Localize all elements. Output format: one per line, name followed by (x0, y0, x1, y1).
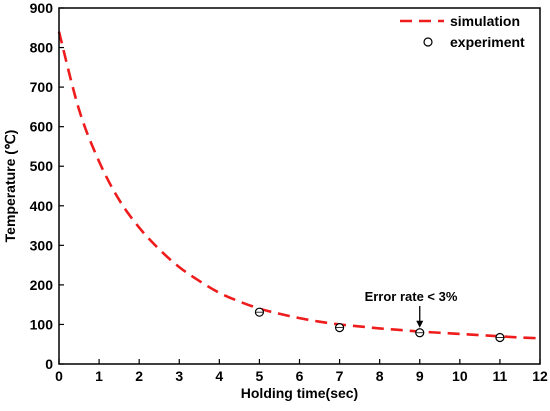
x-tick-label: 10 (452, 368, 468, 384)
x-tick-label: 12 (532, 368, 548, 384)
annotation-text: Error rate < 3% (365, 289, 458, 304)
y-tick-label: 700 (30, 79, 54, 95)
x-tick-label: 8 (376, 368, 384, 384)
y-tick-label: 800 (30, 40, 54, 56)
x-tick-label: 4 (215, 368, 223, 384)
legend-experiment-swatch (423, 37, 433, 47)
legend-simulation-label: simulation (450, 13, 520, 29)
legend: simulation experiment (400, 13, 525, 50)
plot-frame (58, 7, 541, 365)
annotation-layer: Error rate < 3% (365, 289, 458, 328)
y-tick-label: 900 (30, 0, 54, 16)
y-tick-label: 0 (45, 356, 53, 372)
x-tick-label: 0 (55, 368, 63, 384)
x-tick-label: 11 (493, 368, 508, 384)
y-tick-label: 400 (30, 198, 54, 214)
ticks-layer: 0 1 2 3 4 5 6 7 8 9 10 11 12010020030040050060070080… (30, 0, 548, 384)
x-tick-label: 9 (416, 368, 424, 384)
y-tick-label: 100 (30, 316, 54, 332)
x-axis-title: Holding time(sec) (241, 385, 358, 401)
x-tick-label: 6 (296, 368, 304, 384)
annotation-arrowhead (416, 320, 424, 328)
series-layer (57, 31, 541, 343)
x-tick-label: 7 (336, 368, 344, 384)
y-tick-label: 200 (30, 277, 54, 293)
y-axis-title: Temperature (℃) (2, 130, 18, 243)
y-tick-label: 600 (30, 119, 54, 135)
x-tick-label: 1 (95, 368, 103, 384)
x-tick-label: 3 (175, 368, 183, 384)
legend-experiment-label: experiment (450, 34, 525, 50)
x-tick-label: 2 (135, 368, 143, 384)
y-tick-label: 500 (30, 158, 54, 174)
simulation-series-line (57, 31, 541, 340)
y-tick-label: 300 (30, 237, 54, 253)
x-tick-label: 5 (256, 368, 264, 384)
